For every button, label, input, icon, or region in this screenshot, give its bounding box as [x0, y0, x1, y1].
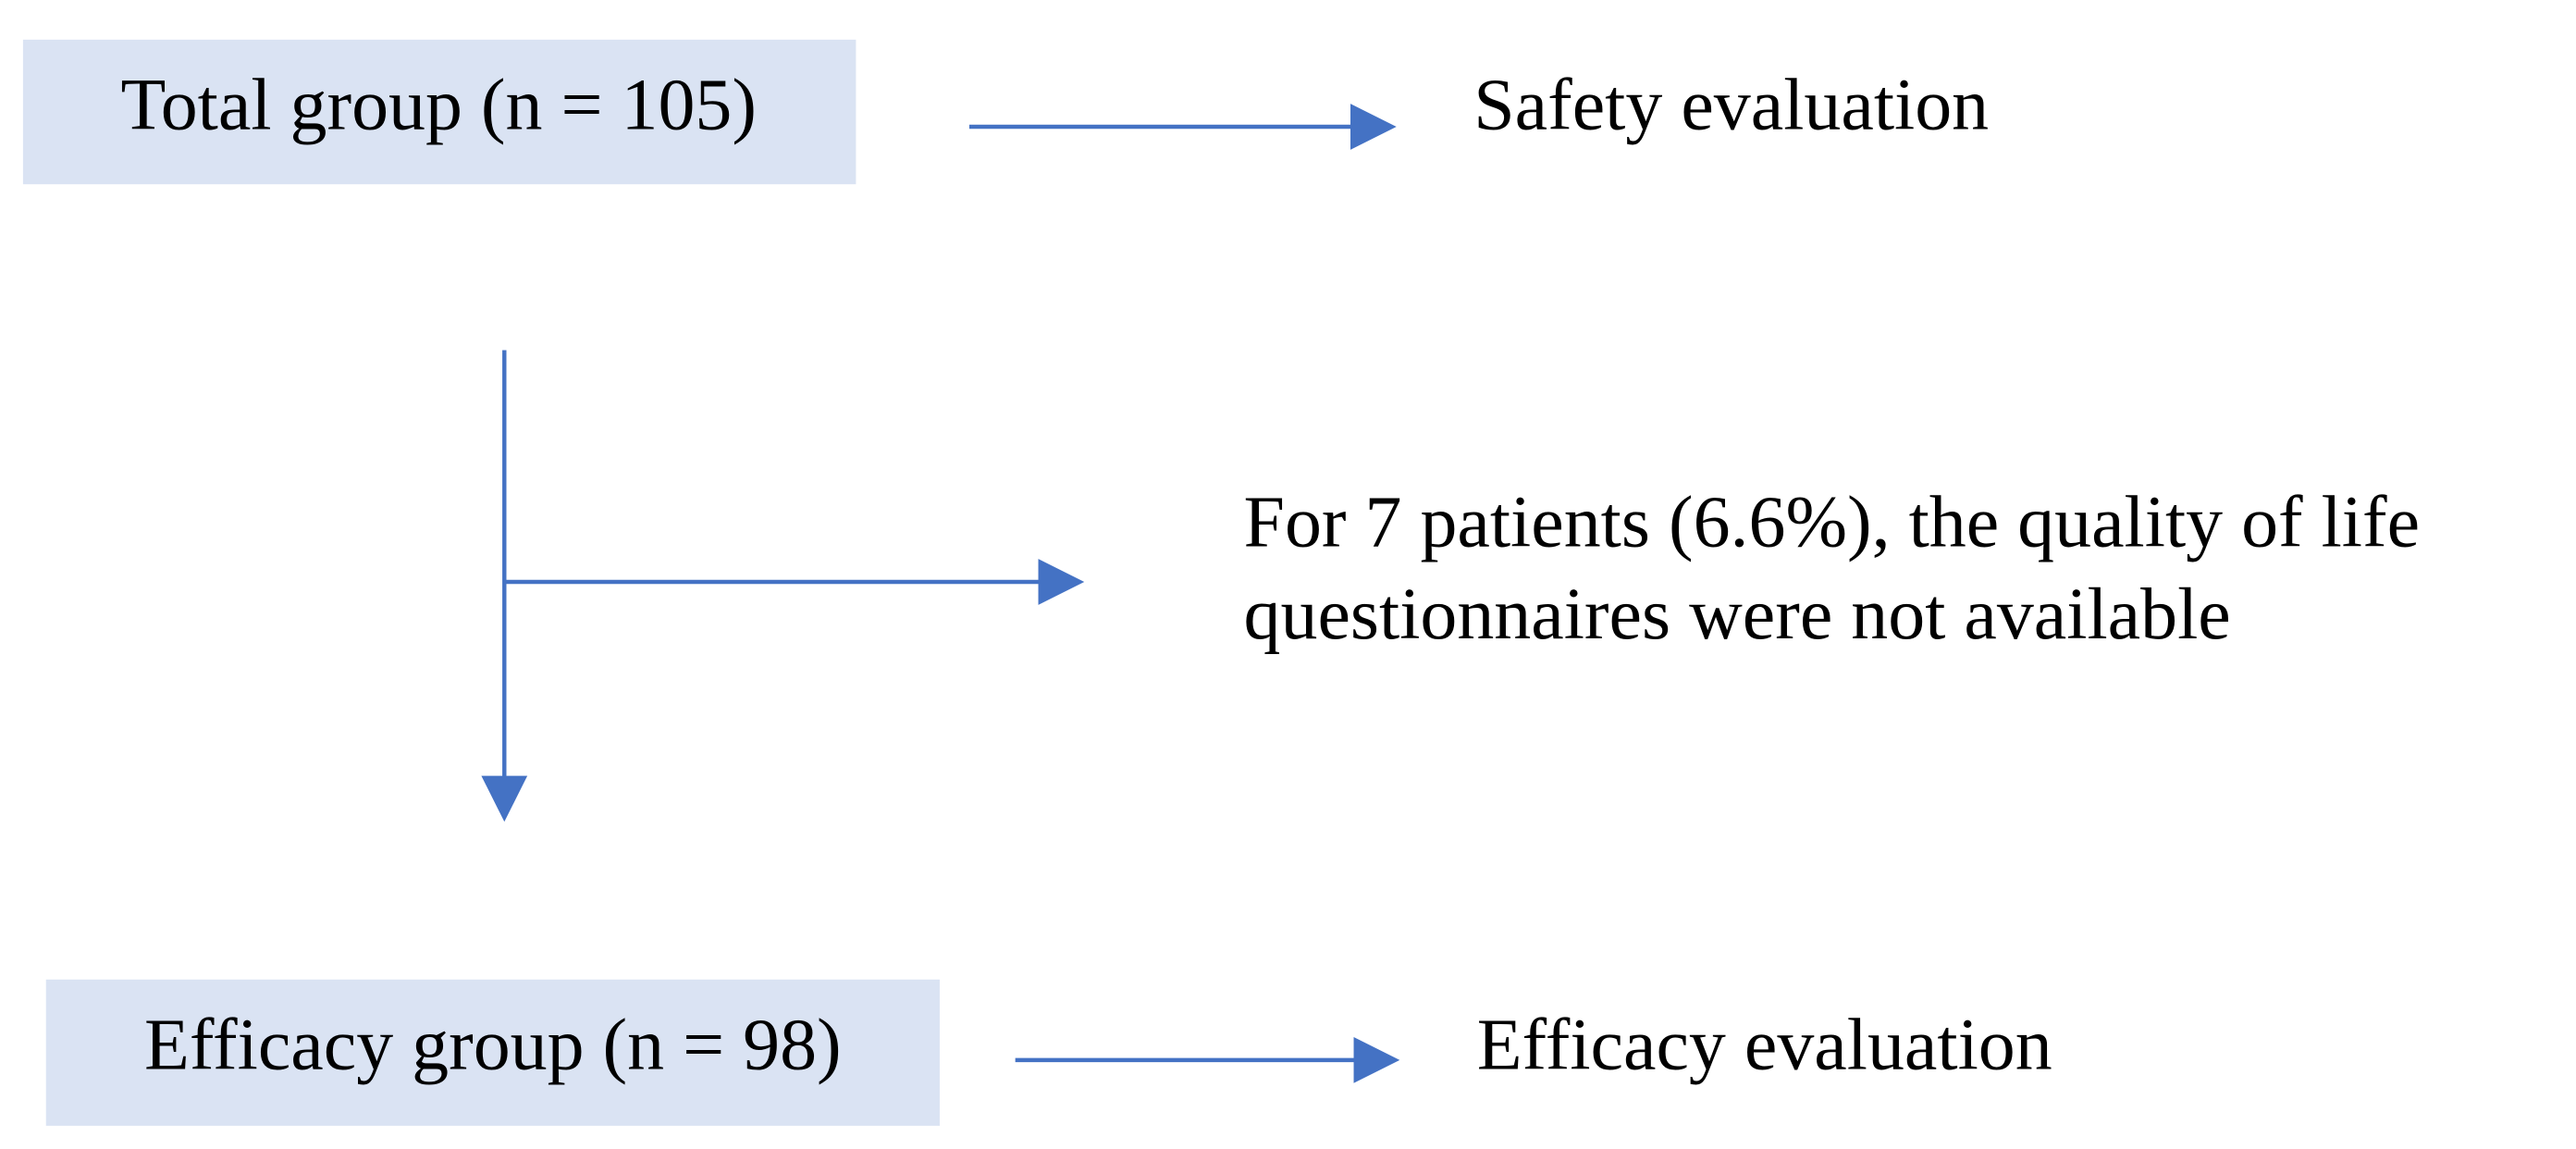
arrow-head: [1038, 559, 1085, 605]
total-group-label: Total group (n = 105): [120, 64, 756, 145]
total-group-box: [22, 39, 857, 185]
efficacy-group-box: [45, 979, 940, 1126]
exclusion-label-line: questionnaires were not available: [1244, 574, 2231, 655]
safety-evaluation-label: Safety evaluation: [1473, 64, 1989, 145]
arrow-head: [1353, 1036, 1400, 1083]
arrow-head: [481, 775, 528, 822]
efficacy-evaluation-label: Efficacy evaluation: [1477, 1004, 2052, 1085]
exclusion-label-line: For 7 patients (6.6%), the quality of li…: [1244, 481, 2421, 562]
arrow-head: [1350, 104, 1397, 150]
efficacy-group-label: Efficacy group (n = 98): [144, 1004, 842, 1085]
